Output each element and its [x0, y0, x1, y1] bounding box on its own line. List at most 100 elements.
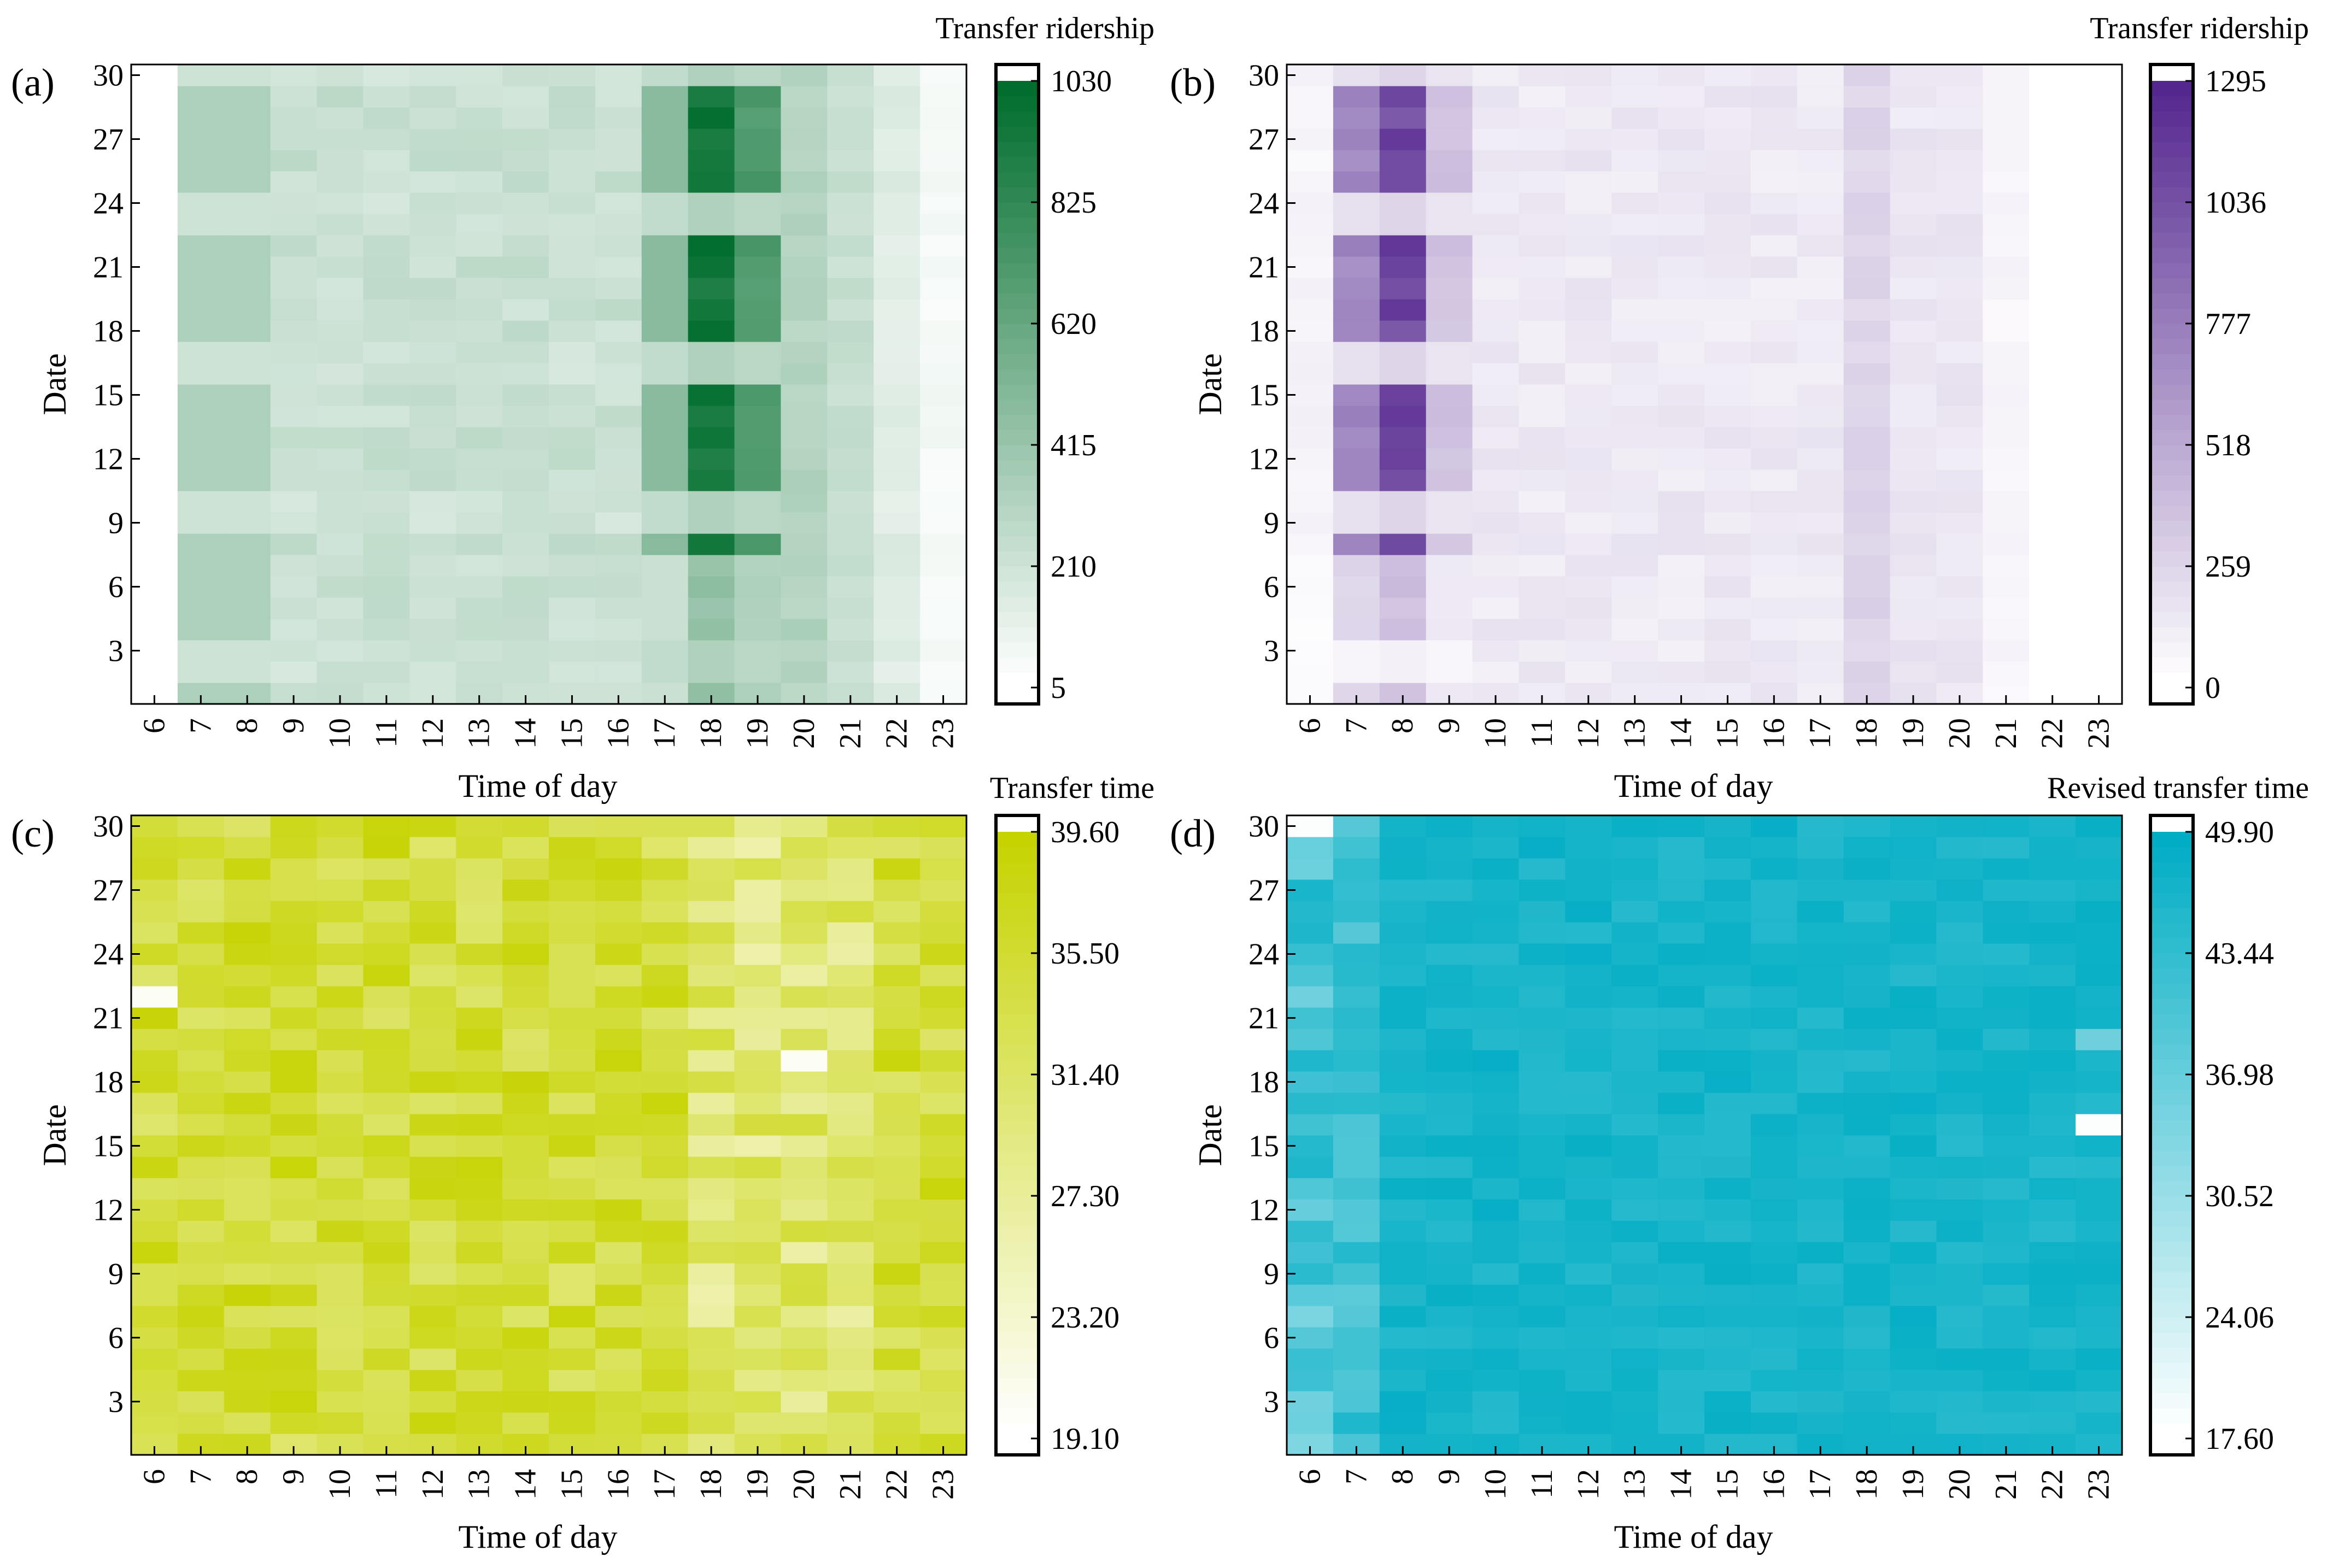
heatmap-cell [131, 171, 178, 193]
x-tick-label: 6 [1293, 1469, 1327, 1484]
y-tick-label: 18 [93, 1066, 124, 1100]
heatmap-cell [224, 1135, 271, 1157]
heatmap-cell [1797, 879, 1844, 901]
heatmap-cell [595, 128, 642, 150]
heatmap-cell [316, 837, 364, 859]
heatmap-cell [1658, 491, 1705, 513]
heatmap-cell [734, 1263, 782, 1285]
heatmap-cell [1379, 1029, 1427, 1050]
heatmap-cell [224, 576, 271, 598]
heatmap-cell [270, 1306, 318, 1328]
heatmap-cell [2076, 879, 2123, 901]
heatmap-cell [641, 1327, 689, 1349]
colorbar-swatch [996, 1226, 1039, 1242]
heatmap-cell [1287, 1348, 1334, 1370]
heatmap-cell [1565, 1391, 1612, 1413]
heatmap-cell [502, 576, 549, 598]
heatmap-cell [456, 469, 503, 491]
heatmap-cell [781, 256, 828, 278]
heatmap-cell [1983, 235, 2030, 257]
heatmap-cell [2076, 363, 2123, 385]
heatmap-cell [1797, 171, 1844, 193]
heatmap-cell [1890, 278, 1937, 299]
heatmap-cell [1936, 1199, 1983, 1221]
y-tick-label: 24 [93, 938, 124, 972]
heatmap-cell [1704, 1306, 1751, 1328]
heatmap-cell [2076, 86, 2123, 108]
heatmap-cell [688, 150, 735, 172]
heatmap-cell [1890, 192, 1937, 214]
heatmap-cell [224, 965, 271, 986]
heatmap-cell [688, 320, 735, 342]
heatmap-cell [549, 171, 596, 193]
heatmap-cell [1890, 1156, 1937, 1178]
heatmap-cell [2076, 619, 2123, 641]
heatmap-cell [177, 1242, 225, 1264]
colorbar-swatch [996, 877, 1039, 893]
heatmap-cell [595, 320, 642, 342]
colorbar-swatch [2150, 232, 2193, 248]
heatmap-cell [2029, 815, 2076, 837]
heatmap-cell [131, 555, 178, 577]
heatmap-cell [409, 1114, 456, 1136]
heatmap-cell [1287, 1412, 1334, 1434]
heatmap-cell [641, 1178, 689, 1200]
heatmap-cell [2029, 469, 2076, 491]
heatmap-cell [1890, 320, 1937, 342]
colorbar-tick-label: 1295 [2205, 64, 2266, 98]
x-tick-label: 20 [1943, 718, 1977, 749]
heatmap-cell [363, 1263, 410, 1285]
heatmap-cell [1658, 406, 1705, 427]
colorbar-swatch [2150, 1226, 2193, 1242]
heatmap-cell [1472, 342, 1520, 363]
heatmap-cell [1611, 943, 1658, 965]
heatmap-cell [688, 1178, 735, 1200]
heatmap-cell [734, 1050, 782, 1072]
y-tick-label: 24 [93, 187, 124, 221]
heatmap-cell [1658, 107, 1705, 129]
x-tick-label: 17 [648, 718, 682, 749]
heatmap-cell [1658, 837, 1705, 859]
heatmap-cell [1333, 965, 1380, 986]
heatmap-cell [874, 597, 921, 619]
heatmap-cell [1704, 1114, 1751, 1136]
heatmap-cell [409, 661, 456, 683]
heatmap-cell [131, 214, 178, 236]
heatmap-cell [502, 171, 549, 193]
heatmap-cell [2076, 1263, 2123, 1285]
heatmap-cell [595, 1199, 642, 1221]
heatmap-cell [1565, 661, 1612, 683]
heatmap-cell [224, 1370, 271, 1391]
colorbar-swatch [996, 1332, 1039, 1348]
heatmap-cell [502, 1263, 549, 1285]
heatmap-cell [874, 1327, 921, 1349]
colorbar-swatch [996, 832, 1039, 848]
heatmap-cell [1890, 661, 1937, 683]
heatmap-cell [1379, 107, 1427, 129]
heatmap-cell [409, 1071, 456, 1093]
heatmap-cell [1658, 640, 1705, 662]
heatmap-cell [224, 555, 271, 577]
heatmap-cell [1611, 1263, 1658, 1285]
heatmap-cell [1843, 533, 1891, 555]
heatmap-cell [2076, 192, 2123, 214]
heatmap-cell [734, 1348, 782, 1370]
heatmap-cell [1704, 1050, 1751, 1072]
heatmap-cell [502, 1007, 549, 1029]
heatmap-cell [1379, 256, 1427, 278]
heatmap-cell [1797, 1114, 1844, 1136]
colorbar-swatch [996, 156, 1039, 173]
heatmap-cell [781, 858, 828, 880]
heatmap-cell [1611, 922, 1658, 944]
heatmap-cell [1287, 837, 1334, 859]
heatmap-cell [595, 256, 642, 278]
heatmap-cell [1658, 901, 1705, 923]
colorbar-swatch [996, 217, 1039, 233]
heatmap-cell [874, 256, 921, 278]
heatmap-cell [316, 879, 364, 901]
heatmap-cell [1379, 128, 1427, 150]
heatmap-cell [549, 661, 596, 683]
heatmap-cell [1333, 1156, 1380, 1178]
panel-label: (a) [11, 61, 55, 104]
colorbar-tick-label: 19.10 [1051, 1422, 1119, 1456]
